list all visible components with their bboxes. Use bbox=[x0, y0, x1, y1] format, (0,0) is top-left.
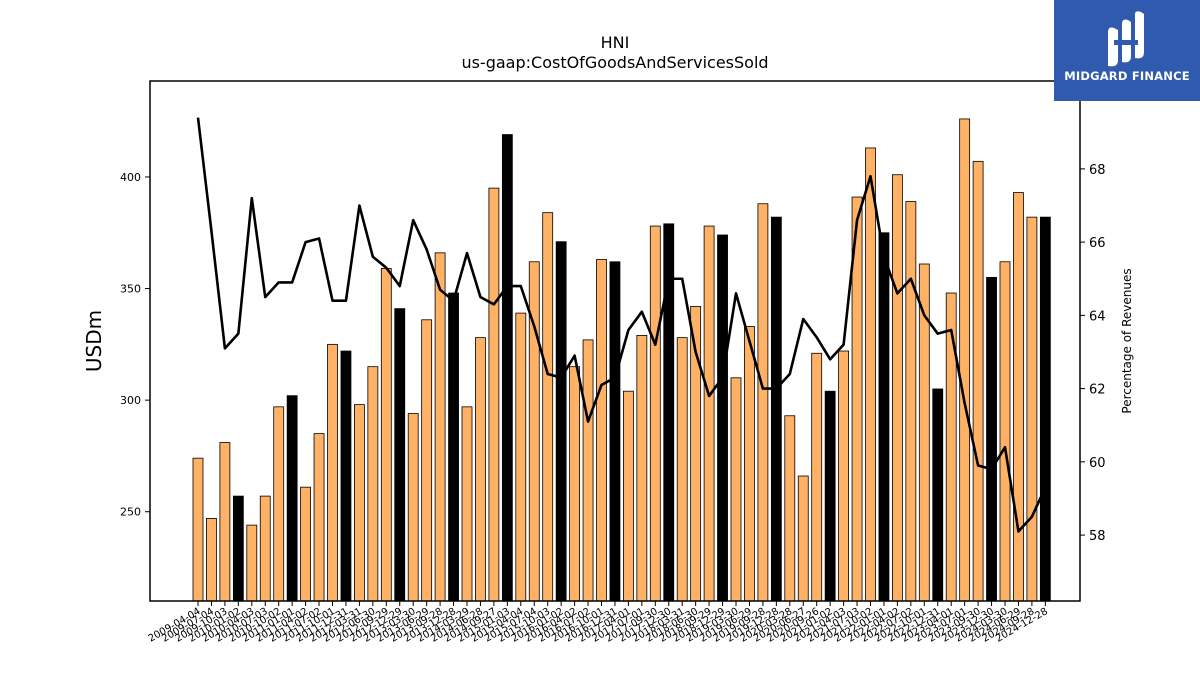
bar-2013-06-29 bbox=[421, 319, 433, 602]
bar-2011-01-01 bbox=[286, 395, 298, 602]
logo-text: MIDGARD FINANCE bbox=[1064, 69, 1190, 83]
y-tick-label-right: 60 bbox=[1089, 456, 1106, 471]
bar-2023-07-01 bbox=[959, 118, 971, 602]
bar-2022-04-02 bbox=[892, 174, 903, 602]
bar-2012-12-29 bbox=[394, 308, 406, 602]
bar-2014-06-28 bbox=[475, 337, 486, 602]
bar-2013-12-28 bbox=[448, 292, 459, 602]
bar-2011-12-31 bbox=[340, 350, 352, 602]
bar-2022-12-31 bbox=[932, 388, 944, 602]
y-tick-label-right: 64 bbox=[1089, 309, 1106, 324]
bar-2010-04-03 bbox=[246, 524, 258, 602]
bar-2017-09-30 bbox=[649, 225, 661, 602]
bar-2021-04-03 bbox=[838, 350, 849, 602]
bar-2023-09-30 bbox=[972, 160, 984, 602]
bar-2018-09-29 bbox=[703, 225, 715, 602]
bar-2010-10-02 bbox=[273, 406, 285, 602]
percentage-line bbox=[196, 117, 1047, 533]
brand-logo: MIDGARD FINANCE bbox=[1054, 0, 1200, 101]
bar-2012-03-31 bbox=[353, 404, 365, 602]
bar-2023-12-30 bbox=[986, 276, 997, 602]
bar-2017-07-01 bbox=[636, 335, 648, 602]
bar-2024-03-30 bbox=[999, 261, 1011, 602]
y-tick-label-right: 66 bbox=[1089, 236, 1106, 251]
x-axis: 2009-04-042009-07-042009-10-032010-01-02… bbox=[147, 601, 1050, 645]
bar-2020-03-28 bbox=[784, 415, 796, 602]
bar-2018-03-31 bbox=[676, 337, 688, 602]
bar-2014-03-29 bbox=[461, 406, 473, 602]
y-axis-left: 250 300 350 400 bbox=[120, 171, 150, 519]
bar-2017-04-01 bbox=[623, 390, 634, 602]
bar-2010-01-02 bbox=[232, 495, 244, 602]
bar-2024-09-28 bbox=[1026, 216, 1038, 602]
y-tick-label-right: 68 bbox=[1089, 163, 1106, 178]
y-tick-label-left: 350 bbox=[120, 283, 141, 296]
bar-2015-04-04 bbox=[515, 312, 527, 602]
bar-2018-12-29 bbox=[717, 234, 728, 602]
bar-2009-10-03 bbox=[219, 442, 231, 602]
bar-2016-12-31 bbox=[609, 261, 621, 602]
chart-subtitle: us-gaap:CostOfGoodsAndServicesSold bbox=[461, 53, 768, 72]
bar-2010-07-03 bbox=[259, 495, 271, 602]
bar-2020-09-26 bbox=[811, 352, 823, 602]
y-tick-label-right: 58 bbox=[1089, 529, 1106, 544]
bar-2011-07-02 bbox=[313, 433, 325, 602]
bar-2019-03-30 bbox=[730, 377, 742, 602]
bar-2016-07-02 bbox=[582, 339, 594, 602]
bar-2024-06-29 bbox=[1013, 192, 1024, 602]
bar-2019-12-28 bbox=[770, 216, 782, 602]
bar-2023-04-01 bbox=[945, 292, 957, 602]
bar-2019-06-29 bbox=[744, 326, 755, 602]
bar-2021-10-02 bbox=[865, 147, 876, 602]
y-axis-label-left: USDm bbox=[82, 310, 106, 372]
bar-2013-09-28 bbox=[434, 252, 446, 602]
line-group bbox=[196, 117, 1047, 533]
bar-2022-01-01 bbox=[878, 232, 890, 602]
y-tick-label-left: 300 bbox=[120, 394, 141, 407]
bar-2016-10-01 bbox=[596, 259, 607, 602]
bar-2016-01-02 bbox=[555, 241, 567, 602]
bar-2014-09-27 bbox=[488, 187, 500, 602]
bar-2013-03-30 bbox=[407, 413, 419, 602]
bar-2011-04-02 bbox=[300, 486, 312, 602]
bar-2015-01-03 bbox=[501, 134, 513, 602]
bars-group bbox=[192, 118, 1051, 602]
y-tick-label-left: 400 bbox=[120, 171, 141, 184]
midgard-logo-icon bbox=[1108, 11, 1144, 67]
bar-2015-10-03 bbox=[542, 212, 554, 602]
y-tick-label-left: 250 bbox=[120, 506, 141, 519]
y-axis-label-right: Percentage of Revenues bbox=[1120, 268, 1134, 413]
bar-2021-01-02 bbox=[824, 390, 836, 602]
y-axis-right: 58 60 62 64 66 68 bbox=[1080, 163, 1106, 544]
bar-2022-07-02 bbox=[905, 201, 917, 602]
bar-2009-04-04 bbox=[192, 457, 204, 602]
bar-2012-06-30 bbox=[367, 366, 379, 602]
y-tick-label-right: 62 bbox=[1089, 383, 1106, 398]
bar-2011-10-01 bbox=[327, 343, 338, 602]
bar-2016-04-02 bbox=[569, 366, 580, 602]
bar-2009-07-04 bbox=[206, 518, 217, 602]
bar-2012-09-29 bbox=[380, 268, 392, 602]
bar-2020-06-27 bbox=[797, 475, 809, 602]
bar-2024-12-28 bbox=[1039, 216, 1051, 602]
bar-2019-09-28 bbox=[757, 203, 769, 602]
chart-title: HNI bbox=[601, 33, 630, 52]
